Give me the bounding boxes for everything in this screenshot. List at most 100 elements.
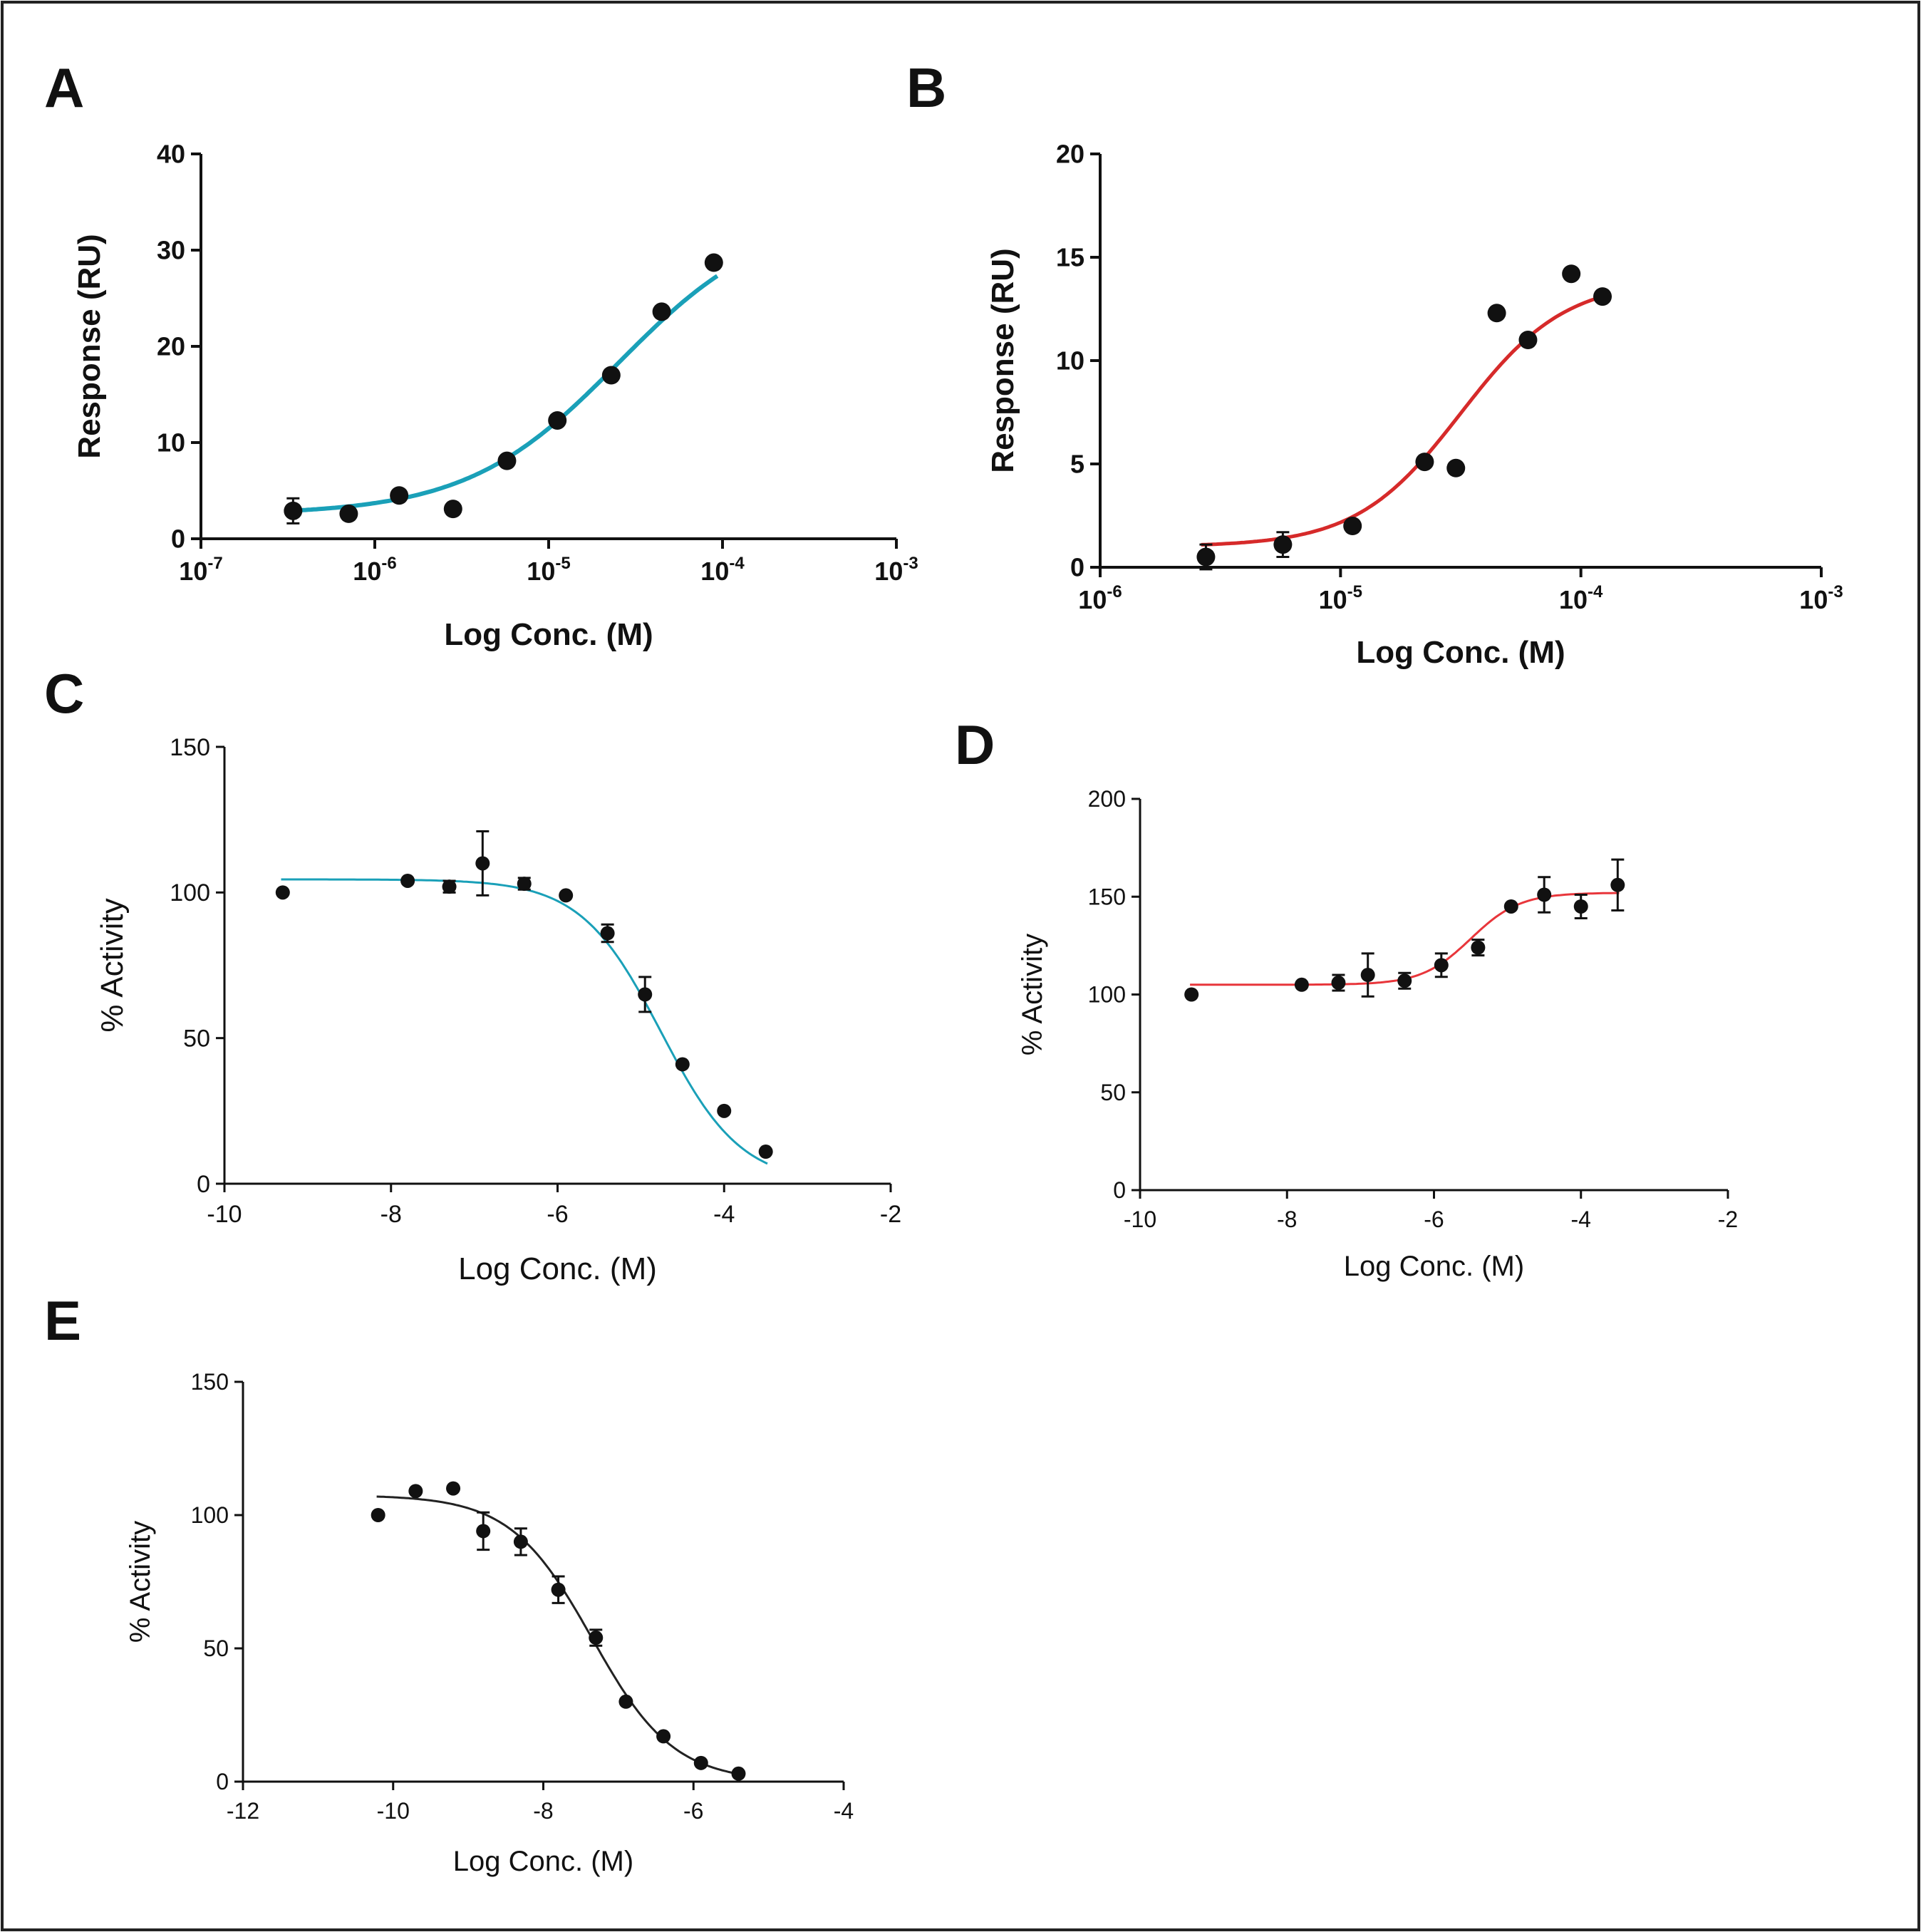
x-tick-label: -4 xyxy=(1571,1207,1591,1232)
x-axis-title: Log Conc. (M) xyxy=(458,1251,657,1286)
data-point xyxy=(758,1145,773,1159)
data-point xyxy=(1487,304,1506,323)
data-point xyxy=(1562,264,1581,284)
data-point xyxy=(1331,976,1346,991)
data-point xyxy=(497,451,517,470)
y-axis-title: % Activity xyxy=(1017,934,1048,1055)
x-tick-label: -8 xyxy=(1277,1207,1297,1232)
data-point xyxy=(693,1755,708,1770)
y-tick-label: 10 xyxy=(1056,346,1084,376)
data-point xyxy=(551,1582,566,1597)
y-axis-title: Response (RU) xyxy=(72,234,107,458)
panel-label: A xyxy=(44,56,84,119)
data-point xyxy=(1273,535,1293,554)
x-axis-title: Log Conc. (M) xyxy=(444,617,653,652)
chart-panel-c: C 0 50 100 150 -10 -8 -6 -4 -2 Log Conc. (M) % Acti… xyxy=(44,662,901,1286)
data-point xyxy=(1573,899,1588,914)
x-tick-label: 10-6 xyxy=(353,554,396,586)
y-tick-label: 15 xyxy=(1056,243,1084,272)
y-tick-label: 50 xyxy=(1100,1080,1126,1105)
x-tick-label: -4 xyxy=(834,1798,854,1824)
x-tick-label: -12 xyxy=(227,1798,259,1824)
data-point xyxy=(1537,887,1552,902)
y-axis-title: % Activity xyxy=(95,898,130,1032)
data-point xyxy=(1397,973,1412,988)
y-tick-label: 10 xyxy=(157,428,185,458)
data-point xyxy=(638,987,653,1002)
x-tick-label: 10-4 xyxy=(700,554,745,586)
data-point xyxy=(1415,453,1434,472)
x-tick-label: -8 xyxy=(533,1798,553,1824)
y-tick-label: 150 xyxy=(170,734,210,761)
data-point xyxy=(476,1524,491,1539)
y-tick-label: 50 xyxy=(203,1636,229,1661)
x-tick-label: 10-5 xyxy=(527,554,570,586)
y-tick-label: 150 xyxy=(1088,884,1126,909)
y-tick-label: 0 xyxy=(1070,553,1084,582)
data-point xyxy=(704,253,723,272)
x-tick-label: -10 xyxy=(377,1798,410,1824)
x-tick-label: -6 xyxy=(683,1798,703,1824)
panel-label: C xyxy=(44,662,84,725)
data-point xyxy=(717,1103,732,1118)
chart-panel-b: B 0 5 10 15 20 10-6 10-5 10-4 10-3 Log Conc. (M) Re… xyxy=(906,56,1843,670)
x-tick-label: -2 xyxy=(880,1201,901,1228)
x-tick-label: -6 xyxy=(1424,1207,1444,1232)
data-point xyxy=(475,856,490,871)
data-point xyxy=(548,410,567,430)
data-point xyxy=(1360,968,1375,983)
x-axis-title: Log Conc. (M) xyxy=(453,1846,633,1877)
y-tick-label: 150 xyxy=(191,1369,229,1395)
y-tick-label: 40 xyxy=(157,140,185,169)
y-axis-title: % Activity xyxy=(125,1521,156,1643)
data-point xyxy=(400,873,415,888)
x-axis-title: Log Conc. (M) xyxy=(1344,1251,1524,1282)
y-tick-label: 100 xyxy=(191,1502,229,1528)
y-tick-label: 0 xyxy=(1113,1177,1126,1203)
x-tick-label: -6 xyxy=(547,1201,568,1228)
data-point xyxy=(656,1729,671,1744)
x-tick-label: -4 xyxy=(713,1201,735,1228)
x-tick-label: -10 xyxy=(1124,1207,1156,1232)
x-tick-label: -2 xyxy=(1718,1207,1738,1232)
data-point xyxy=(1503,899,1518,914)
data-point xyxy=(1471,940,1486,955)
fit-curve xyxy=(1201,293,1608,547)
data-point xyxy=(1196,547,1216,567)
x-tick-label: 10-3 xyxy=(874,554,918,586)
data-point xyxy=(1593,287,1612,306)
data-point xyxy=(275,885,290,900)
data-point xyxy=(408,1484,423,1499)
data-point xyxy=(339,504,358,523)
data-point xyxy=(559,888,574,903)
x-tick-label: 10-7 xyxy=(179,554,222,586)
data-point xyxy=(601,366,621,385)
data-point xyxy=(1294,977,1309,992)
data-point xyxy=(1610,877,1625,892)
chart-panel-e: E 0 50 100 150 -12 -10 -8 -6 -4 Log Conc. (M) % Act… xyxy=(44,1289,854,1877)
x-tick-label: -8 xyxy=(380,1201,402,1228)
data-point xyxy=(600,926,615,941)
data-point xyxy=(1518,331,1538,349)
data-point xyxy=(371,1508,385,1522)
panel-label: D xyxy=(955,713,995,776)
x-tick-label: 10-3 xyxy=(1799,582,1843,614)
chart-panel-a: A 0 10 20 30 40 10-7 10-6 10-5 10-4 10-3 Log Conc. … xyxy=(44,56,918,652)
panel-label: B xyxy=(906,56,946,119)
x-axis-title: Log Conc. (M) xyxy=(1356,635,1565,670)
data-point xyxy=(1434,958,1449,973)
data-point xyxy=(442,879,457,894)
x-tick-label: 10-6 xyxy=(1078,582,1122,614)
y-tick-label: 50 xyxy=(183,1026,210,1053)
data-point xyxy=(1446,458,1466,477)
y-tick-label: 0 xyxy=(171,525,185,554)
x-tick-label: 10-5 xyxy=(1319,582,1362,614)
data-point xyxy=(675,1057,690,1072)
data-point xyxy=(443,500,462,519)
x-tick-label: 10-4 xyxy=(1559,582,1603,614)
data-point xyxy=(517,877,532,892)
y-tick-label: 5 xyxy=(1070,450,1084,479)
